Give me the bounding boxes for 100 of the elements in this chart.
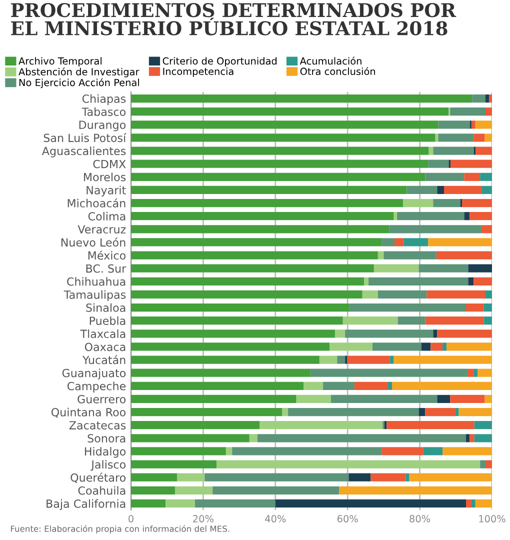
bar	[260, 421, 383, 430]
y-tick-label: Guanajuato	[62, 368, 126, 380]
bar	[131, 499, 166, 508]
bar	[437, 186, 444, 194]
bar	[226, 447, 232, 456]
bar	[433, 330, 438, 338]
bar	[404, 238, 428, 246]
bar	[437, 330, 492, 338]
y-tick-label: BC. Sur	[86, 264, 126, 273]
y-tick-label: Nuevo León	[61, 238, 126, 247]
y-tick-label: Jalisco	[90, 460, 126, 471]
bar	[131, 108, 449, 116]
y-tick-label: Quintana Roo	[51, 408, 126, 418]
bar	[362, 290, 378, 299]
y-tick-label: México	[88, 250, 126, 260]
bar	[131, 316, 343, 325]
bar	[384, 421, 387, 430]
bar	[372, 342, 422, 351]
bar	[482, 225, 492, 234]
legend-label: Incompetencia	[163, 68, 234, 77]
bar	[421, 342, 431, 351]
bar	[475, 120, 492, 129]
bar	[474, 368, 478, 377]
bar	[378, 290, 427, 299]
bar	[442, 447, 492, 456]
bar	[456, 408, 459, 416]
bar	[418, 408, 426, 416]
bar	[471, 120, 476, 129]
bar	[131, 394, 296, 404]
bar	[444, 186, 482, 194]
bar	[368, 277, 468, 286]
bar	[426, 290, 486, 299]
bar	[212, 486, 340, 494]
bar	[403, 198, 434, 208]
bar	[131, 290, 362, 299]
bar	[323, 382, 354, 390]
bar	[458, 408, 492, 416]
x-tick-label: 40%	[265, 515, 286, 522]
bar	[337, 356, 346, 364]
bar	[378, 251, 384, 260]
bar	[131, 160, 428, 168]
y-tick-label: San Luis Potosí	[44, 133, 126, 142]
bar	[430, 342, 443, 351]
bar	[409, 473, 492, 482]
bar	[275, 499, 466, 508]
bar	[304, 382, 324, 390]
bar	[131, 330, 335, 338]
bar	[282, 408, 288, 416]
bar	[446, 342, 492, 351]
y-tick-label: Querétaro	[70, 472, 126, 483]
y-tick-label: Hidalgo	[84, 446, 126, 458]
bar	[425, 408, 456, 416]
y-tick-label: Nayarit	[86, 186, 126, 196]
bar	[131, 120, 438, 129]
bar	[131, 486, 176, 494]
bar	[484, 134, 492, 142]
bar	[384, 251, 436, 260]
bar	[319, 356, 338, 364]
bar	[435, 134, 438, 142]
bar	[177, 473, 205, 482]
bar	[131, 198, 404, 208]
bar	[131, 238, 382, 246]
bar	[394, 238, 404, 246]
y-tick-label: Tlaxcala	[80, 329, 126, 338]
y-tick-label: Veracruz	[78, 225, 126, 234]
bar	[232, 447, 382, 456]
bar	[466, 434, 470, 442]
bar	[131, 172, 426, 181]
y-tick-label: Guerrero	[78, 394, 126, 404]
bar	[348, 473, 371, 482]
bar	[374, 264, 419, 272]
bar	[370, 473, 406, 482]
y-tick-label: Yucatán	[82, 355, 126, 364]
legend-label: Abstención de Investigar	[18, 68, 140, 78]
bar	[386, 421, 474, 430]
y-tick-label: Colima	[88, 212, 126, 220]
bar	[425, 316, 484, 325]
bar	[310, 368, 468, 377]
x-tick-label: 0	[128, 515, 134, 522]
bar	[484, 303, 492, 312]
bar	[438, 134, 474, 142]
y-tick-label: Campeche	[67, 382, 126, 392]
bar	[330, 342, 373, 351]
y-tick-label: Tabasco	[82, 107, 126, 116]
bar	[131, 186, 407, 194]
bar	[486, 108, 492, 116]
y-tick-label: Sinaloa	[86, 303, 126, 312]
bar	[428, 238, 492, 246]
y-tick-label: Zacatecas	[69, 421, 126, 430]
bar	[388, 382, 392, 390]
bar	[131, 368, 310, 377]
legend-label: Otra conclusión	[300, 67, 376, 76]
bar	[131, 303, 350, 312]
legend-label: Criterio de Oportunidad	[162, 57, 277, 67]
bar	[131, 146, 429, 155]
bar	[249, 434, 258, 442]
bar	[257, 434, 466, 442]
bar	[480, 460, 486, 468]
bar	[382, 447, 424, 456]
bar	[450, 108, 486, 116]
